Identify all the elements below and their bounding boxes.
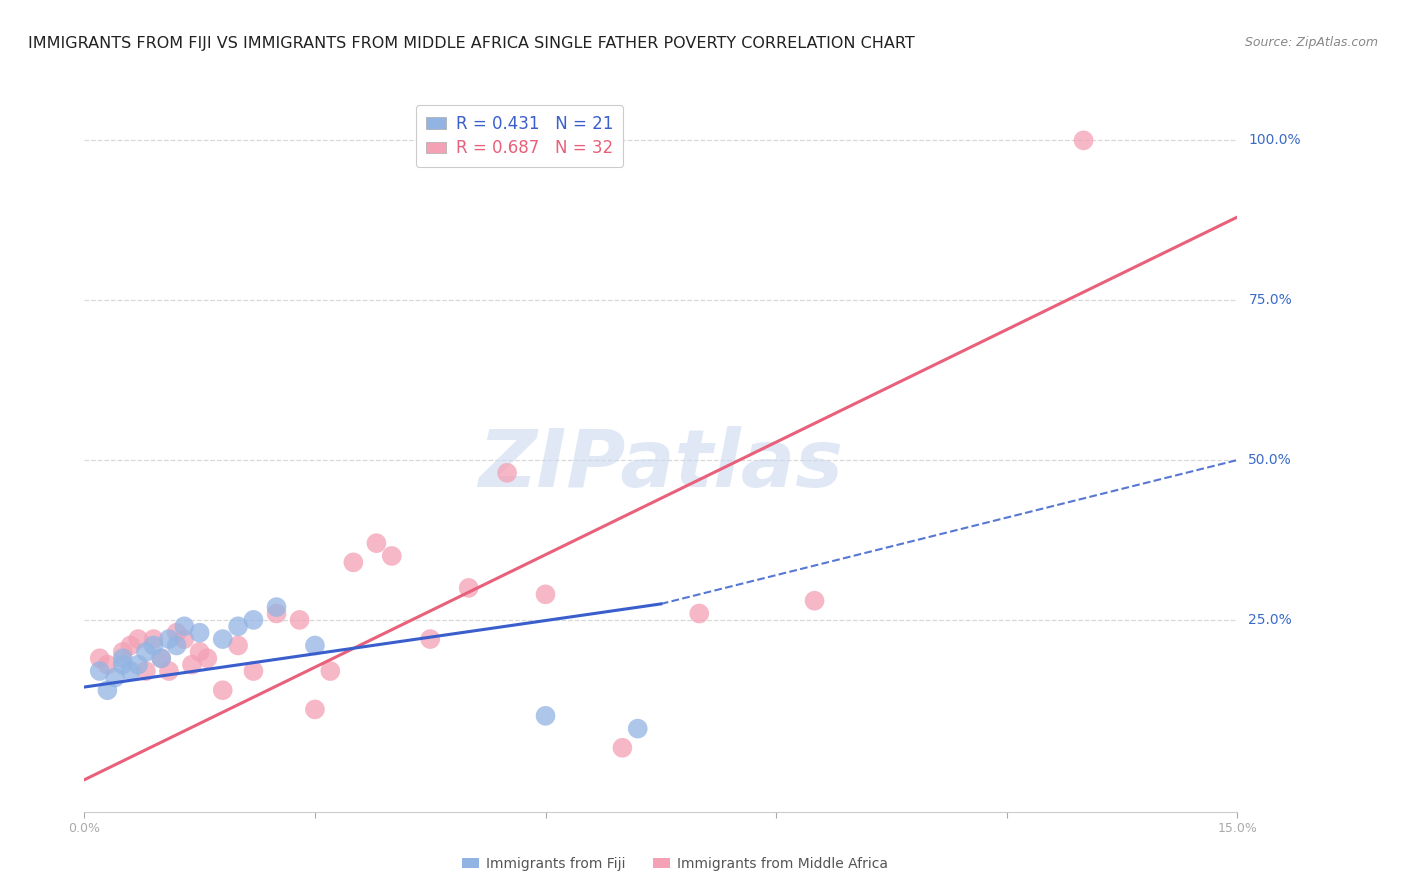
Point [96, 657, 118, 672]
Point [211, 632, 233, 646]
Legend: R = 0.431   N = 21, R = 0.687   N = 32: R = 0.431 N = 21, R = 0.687 N = 32 [416, 104, 623, 168]
Point [319, 664, 342, 678]
Point [534, 708, 557, 723]
Point [457, 581, 479, 595]
Point [173, 632, 195, 646]
Point [304, 639, 326, 653]
Point [195, 651, 218, 665]
Point [96, 683, 118, 698]
Point [266, 607, 288, 621]
Point [1073, 133, 1095, 147]
Point [226, 639, 249, 653]
Point [342, 555, 364, 569]
Point [135, 645, 157, 659]
Point [150, 651, 173, 665]
Point [127, 657, 149, 672]
Point [242, 613, 264, 627]
Point [803, 593, 825, 607]
Text: Source: ZipAtlas.com: Source: ZipAtlas.com [1244, 36, 1378, 49]
Point [166, 639, 188, 653]
Point [111, 657, 134, 672]
Point [150, 651, 173, 665]
Point [188, 625, 211, 640]
Point [211, 683, 233, 698]
Text: 100.0%: 100.0% [1249, 133, 1301, 147]
Point [242, 664, 264, 678]
Point [89, 651, 111, 665]
Point [173, 619, 195, 633]
Point [181, 657, 204, 672]
Point [127, 632, 149, 646]
Point [226, 619, 249, 633]
Text: IMMIGRANTS FROM FIJI VS IMMIGRANTS FROM MIDDLE AFRICA SINGLE FATHER POVERTY CORR: IMMIGRANTS FROM FIJI VS IMMIGRANTS FROM … [28, 36, 915, 51]
Point [688, 607, 710, 621]
Point [381, 549, 404, 563]
Point [188, 645, 211, 659]
Point [157, 632, 180, 646]
Text: ZIPatlas: ZIPatlas [478, 425, 844, 504]
Point [612, 740, 634, 755]
Point [142, 632, 165, 646]
Point [104, 670, 127, 684]
Point [266, 600, 288, 615]
Point [366, 536, 388, 550]
Point [111, 645, 134, 659]
Legend: Immigrants from Fiji, Immigrants from Middle Africa: Immigrants from Fiji, Immigrants from Mi… [457, 851, 893, 876]
Point [120, 664, 142, 678]
Point [111, 651, 134, 665]
Point [496, 466, 519, 480]
Point [304, 702, 326, 716]
Point [627, 722, 650, 736]
Text: 25.0%: 25.0% [1249, 613, 1292, 627]
Point [89, 664, 111, 678]
Point [166, 625, 188, 640]
Point [419, 632, 441, 646]
Point [288, 613, 311, 627]
Point [157, 664, 180, 678]
Text: 50.0%: 50.0% [1249, 453, 1292, 467]
Point [120, 639, 142, 653]
Point [142, 639, 165, 653]
Text: 75.0%: 75.0% [1249, 293, 1292, 307]
Point [534, 587, 557, 601]
Point [135, 664, 157, 678]
